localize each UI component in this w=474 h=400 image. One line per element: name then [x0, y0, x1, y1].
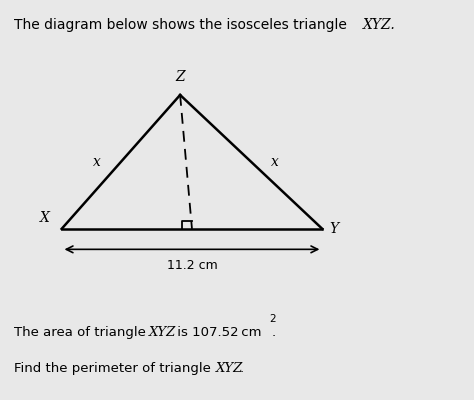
- Text: x: x: [93, 155, 101, 169]
- Text: The area of triangle: The area of triangle: [14, 326, 150, 339]
- Text: The diagram below shows the isosceles triangle: The diagram below shows the isosceles tr…: [14, 18, 351, 32]
- Text: X: X: [40, 211, 50, 225]
- Text: 11.2 cm: 11.2 cm: [166, 259, 218, 272]
- Text: .: .: [240, 362, 244, 375]
- Text: 2: 2: [269, 314, 275, 324]
- Text: x: x: [271, 155, 279, 169]
- Text: XYZ: XYZ: [216, 362, 243, 375]
- Text: .: .: [272, 326, 276, 339]
- Text: Find the perimeter of triangle: Find the perimeter of triangle: [14, 362, 215, 375]
- Text: is 107.52 cm: is 107.52 cm: [173, 326, 262, 339]
- Text: Z: Z: [175, 70, 185, 84]
- Text: XYZ.: XYZ.: [363, 18, 395, 32]
- Text: XYZ: XYZ: [149, 326, 177, 339]
- Text: Y: Y: [329, 222, 338, 236]
